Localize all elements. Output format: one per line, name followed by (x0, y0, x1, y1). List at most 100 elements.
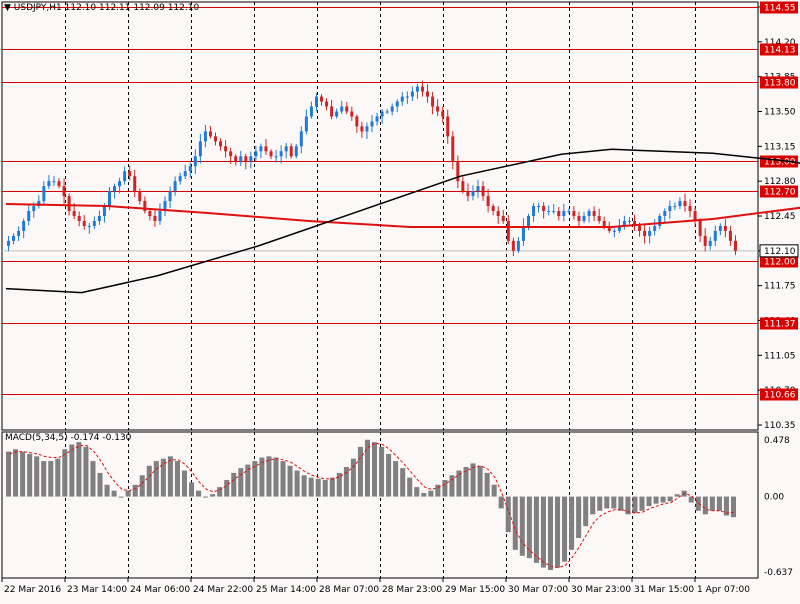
candle-bull[interactable] (294, 146, 298, 157)
candle-bear[interactable] (153, 216, 157, 221)
candle-bull[interactable] (299, 131, 303, 147)
candle-bear[interactable] (219, 141, 223, 147)
candle-bear[interactable] (592, 211, 596, 216)
candle-bull[interactable] (193, 156, 197, 167)
candle-bull[interactable] (622, 220, 626, 226)
candle-bull[interactable] (668, 206, 672, 212)
candle-bear[interactable] (208, 131, 212, 137)
candle-bear[interactable] (436, 106, 440, 112)
candle-bull[interactable] (617, 225, 621, 231)
candle-bull[interactable] (279, 151, 283, 157)
candle-bull[interactable] (173, 181, 177, 192)
candle-bear[interactable] (82, 220, 86, 226)
candle-bear[interactable] (733, 240, 737, 251)
candle-bull[interactable] (178, 176, 182, 182)
candle-bull[interactable] (12, 235, 16, 241)
candle-bull[interactable] (415, 86, 419, 92)
candle-bull[interactable] (395, 101, 399, 107)
candle-bear[interactable] (643, 230, 647, 236)
candle-bear[interactable] (557, 211, 561, 216)
candle-bear[interactable] (350, 111, 354, 117)
candle-bull[interactable] (405, 96, 409, 98)
candle-bull[interactable] (678, 201, 682, 207)
candle-bear[interactable] (688, 206, 692, 212)
candle-bear[interactable] (224, 146, 228, 152)
candle-bull[interactable] (203, 131, 207, 142)
candle-bull[interactable] (521, 225, 525, 241)
candle-bear[interactable] (723, 225, 727, 231)
candle-bear[interactable] (138, 191, 142, 202)
candle-bear[interactable] (128, 171, 132, 177)
candle-bull[interactable] (526, 216, 530, 226)
candle-bull[interactable] (47, 181, 51, 187)
candle-bear[interactable] (451, 136, 455, 162)
candle-bear[interactable] (420, 86, 424, 92)
candle-bull[interactable] (400, 96, 404, 102)
candle-bear[interactable] (345, 106, 349, 112)
candle-bear[interactable] (633, 220, 637, 226)
candle-bull[interactable] (552, 211, 556, 213)
candle-bull[interactable] (254, 151, 258, 157)
candle-bear[interactable] (728, 230, 732, 241)
candle-bull[interactable] (118, 181, 122, 187)
candle-bear[interactable] (229, 151, 233, 157)
candle-bull[interactable] (380, 111, 384, 117)
candle-bull[interactable] (163, 201, 167, 212)
candle-bull[interactable] (37, 201, 41, 207)
candle-bull[interactable] (52, 181, 56, 183)
candle-bull[interactable] (547, 211, 551, 213)
candle-bull[interactable] (314, 96, 318, 107)
candle-bear[interactable] (683, 201, 687, 207)
candle-bull[interactable] (653, 225, 657, 231)
candle-bull[interactable] (718, 225, 722, 231)
candle-bear[interactable] (244, 156, 248, 162)
candle-bear[interactable] (431, 96, 435, 107)
candle-bear[interactable] (572, 211, 576, 216)
moving-average-red[interactable] (5, 191, 800, 228)
candle-bear[interactable] (446, 116, 450, 137)
candle-bull[interactable] (562, 211, 566, 216)
candle-bull[interactable] (340, 106, 344, 112)
candle-bull[interactable] (567, 211, 571, 213)
candle-bear[interactable] (360, 126, 364, 132)
candle-bull[interactable] (32, 206, 36, 212)
candle-bull[interactable] (123, 171, 127, 182)
candle-bull[interactable] (284, 146, 288, 152)
candle-bull[interactable] (476, 186, 480, 192)
candle-bear[interactable] (496, 211, 500, 216)
dropdown-triangle-icon[interactable]: ▼ (4, 3, 11, 13)
candle-bear[interactable] (426, 91, 430, 97)
candle-bear[interactable] (511, 240, 515, 251)
candle-bear[interactable] (77, 216, 81, 221)
candle-bull[interactable] (309, 106, 313, 117)
candle-bull[interactable] (158, 211, 162, 221)
candle-bull[interactable] (365, 126, 369, 132)
candle-bear[interactable] (67, 196, 71, 212)
moving-average-black[interactable] (5, 148, 800, 294)
candle-bull[interactable] (410, 91, 414, 97)
candle-bull[interactable] (274, 156, 278, 158)
candle-bull[interactable] (239, 156, 243, 162)
candle-bear[interactable] (325, 101, 329, 107)
candle-bull[interactable] (7, 240, 11, 246)
candle-bear[interactable] (214, 136, 218, 142)
candle-bear[interactable] (703, 235, 707, 246)
candle-bear[interactable] (148, 211, 152, 216)
candle-bear[interactable] (320, 96, 324, 102)
candle-bear[interactable] (57, 181, 61, 187)
candle-bull[interactable] (102, 206, 106, 216)
candle-bull[interactable] (587, 211, 591, 216)
candle-bull[interactable] (673, 206, 677, 208)
candle-bull[interactable] (612, 230, 616, 232)
candle-bull[interactable] (627, 220, 631, 222)
candle-bull[interactable] (92, 220, 96, 226)
candle-bull[interactable] (663, 211, 667, 216)
candle-bull[interactable] (97, 216, 101, 221)
candle-bear[interactable] (330, 106, 334, 117)
candle-bull[interactable] (658, 216, 662, 226)
candle-bear[interactable] (441, 111, 445, 117)
candle-bull[interactable] (198, 141, 202, 157)
candle-bull[interactable] (22, 220, 26, 231)
candle-bull[interactable] (516, 240, 520, 251)
